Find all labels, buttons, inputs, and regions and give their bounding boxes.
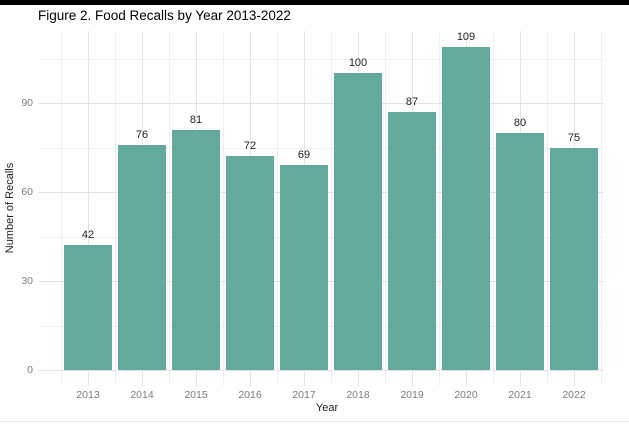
y-tick-label: 90 [21, 97, 33, 110]
top-border [0, 0, 629, 5]
bar-value-label: 42 [81, 229, 95, 242]
gridline-vertical-minor [115, 31, 116, 386]
x-tick-label: 2021 [508, 389, 532, 401]
x-tick-label: 2017 [292, 389, 316, 401]
gridline-vertical-minor [493, 31, 494, 386]
bar [334, 73, 382, 370]
x-tick-label: 2016 [238, 389, 262, 401]
x-tick-label: 2018 [346, 389, 370, 401]
gridline-horizontal-major [38, 103, 604, 105]
bar [64, 245, 112, 370]
y-tick-label: 30 [21, 275, 33, 288]
gridline-horizontal-major [38, 370, 604, 371]
bar [226, 156, 274, 370]
chart-title: Figure 2. Food Recalls by Year 2013-2022 [38, 8, 291, 23]
gridline-vertical-minor [223, 31, 224, 386]
x-axis-title: Year [315, 402, 339, 414]
gridline-horizontal-minor [38, 58, 604, 60]
x-tick-label: 2014 [130, 389, 154, 401]
bottom-border [0, 421, 629, 422]
gridline-vertical-minor [439, 31, 440, 386]
gridline-vertical-minor [277, 31, 278, 386]
gridline-horizontal-minor [38, 147, 604, 149]
bar-value-label: 100 [348, 57, 368, 70]
x-tick-label: 2015 [184, 389, 208, 401]
bar-value-label: 69 [297, 149, 311, 162]
bar [442, 46, 490, 370]
y-tick-label: 0 [27, 364, 33, 376]
gridline-vertical-minor [61, 31, 62, 386]
gridline-vertical-minor [169, 31, 170, 386]
gridline-vertical-minor [385, 31, 386, 386]
x-tick-label: 2020 [454, 389, 478, 401]
gridline-vertical-minor [547, 31, 548, 386]
bar [550, 147, 598, 370]
gridline-vertical-minor [331, 31, 332, 386]
bar-value-label: 76 [135, 128, 149, 141]
bar [118, 144, 166, 370]
x-tick-label: 2019 [400, 389, 424, 401]
x-tick-label: 2022 [562, 389, 586, 401]
bar [496, 132, 544, 370]
y-axis-title: Number of Recalls [4, 162, 16, 254]
bar-value-label: 81 [189, 113, 203, 126]
y-tick-label: 60 [21, 186, 33, 199]
gridline-vertical-major [88, 31, 89, 386]
x-tick-label: 2013 [76, 389, 100, 401]
bar [280, 165, 328, 370]
bar [388, 111, 436, 370]
bar-value-label: 80 [513, 116, 527, 129]
gridline-vertical-minor [601, 31, 602, 386]
bar-value-label: 75 [567, 131, 581, 144]
bar [172, 129, 220, 370]
bar-value-label: 109 [456, 30, 476, 43]
bar-value-label: 72 [243, 140, 257, 153]
bar-value-label: 87 [405, 95, 419, 108]
